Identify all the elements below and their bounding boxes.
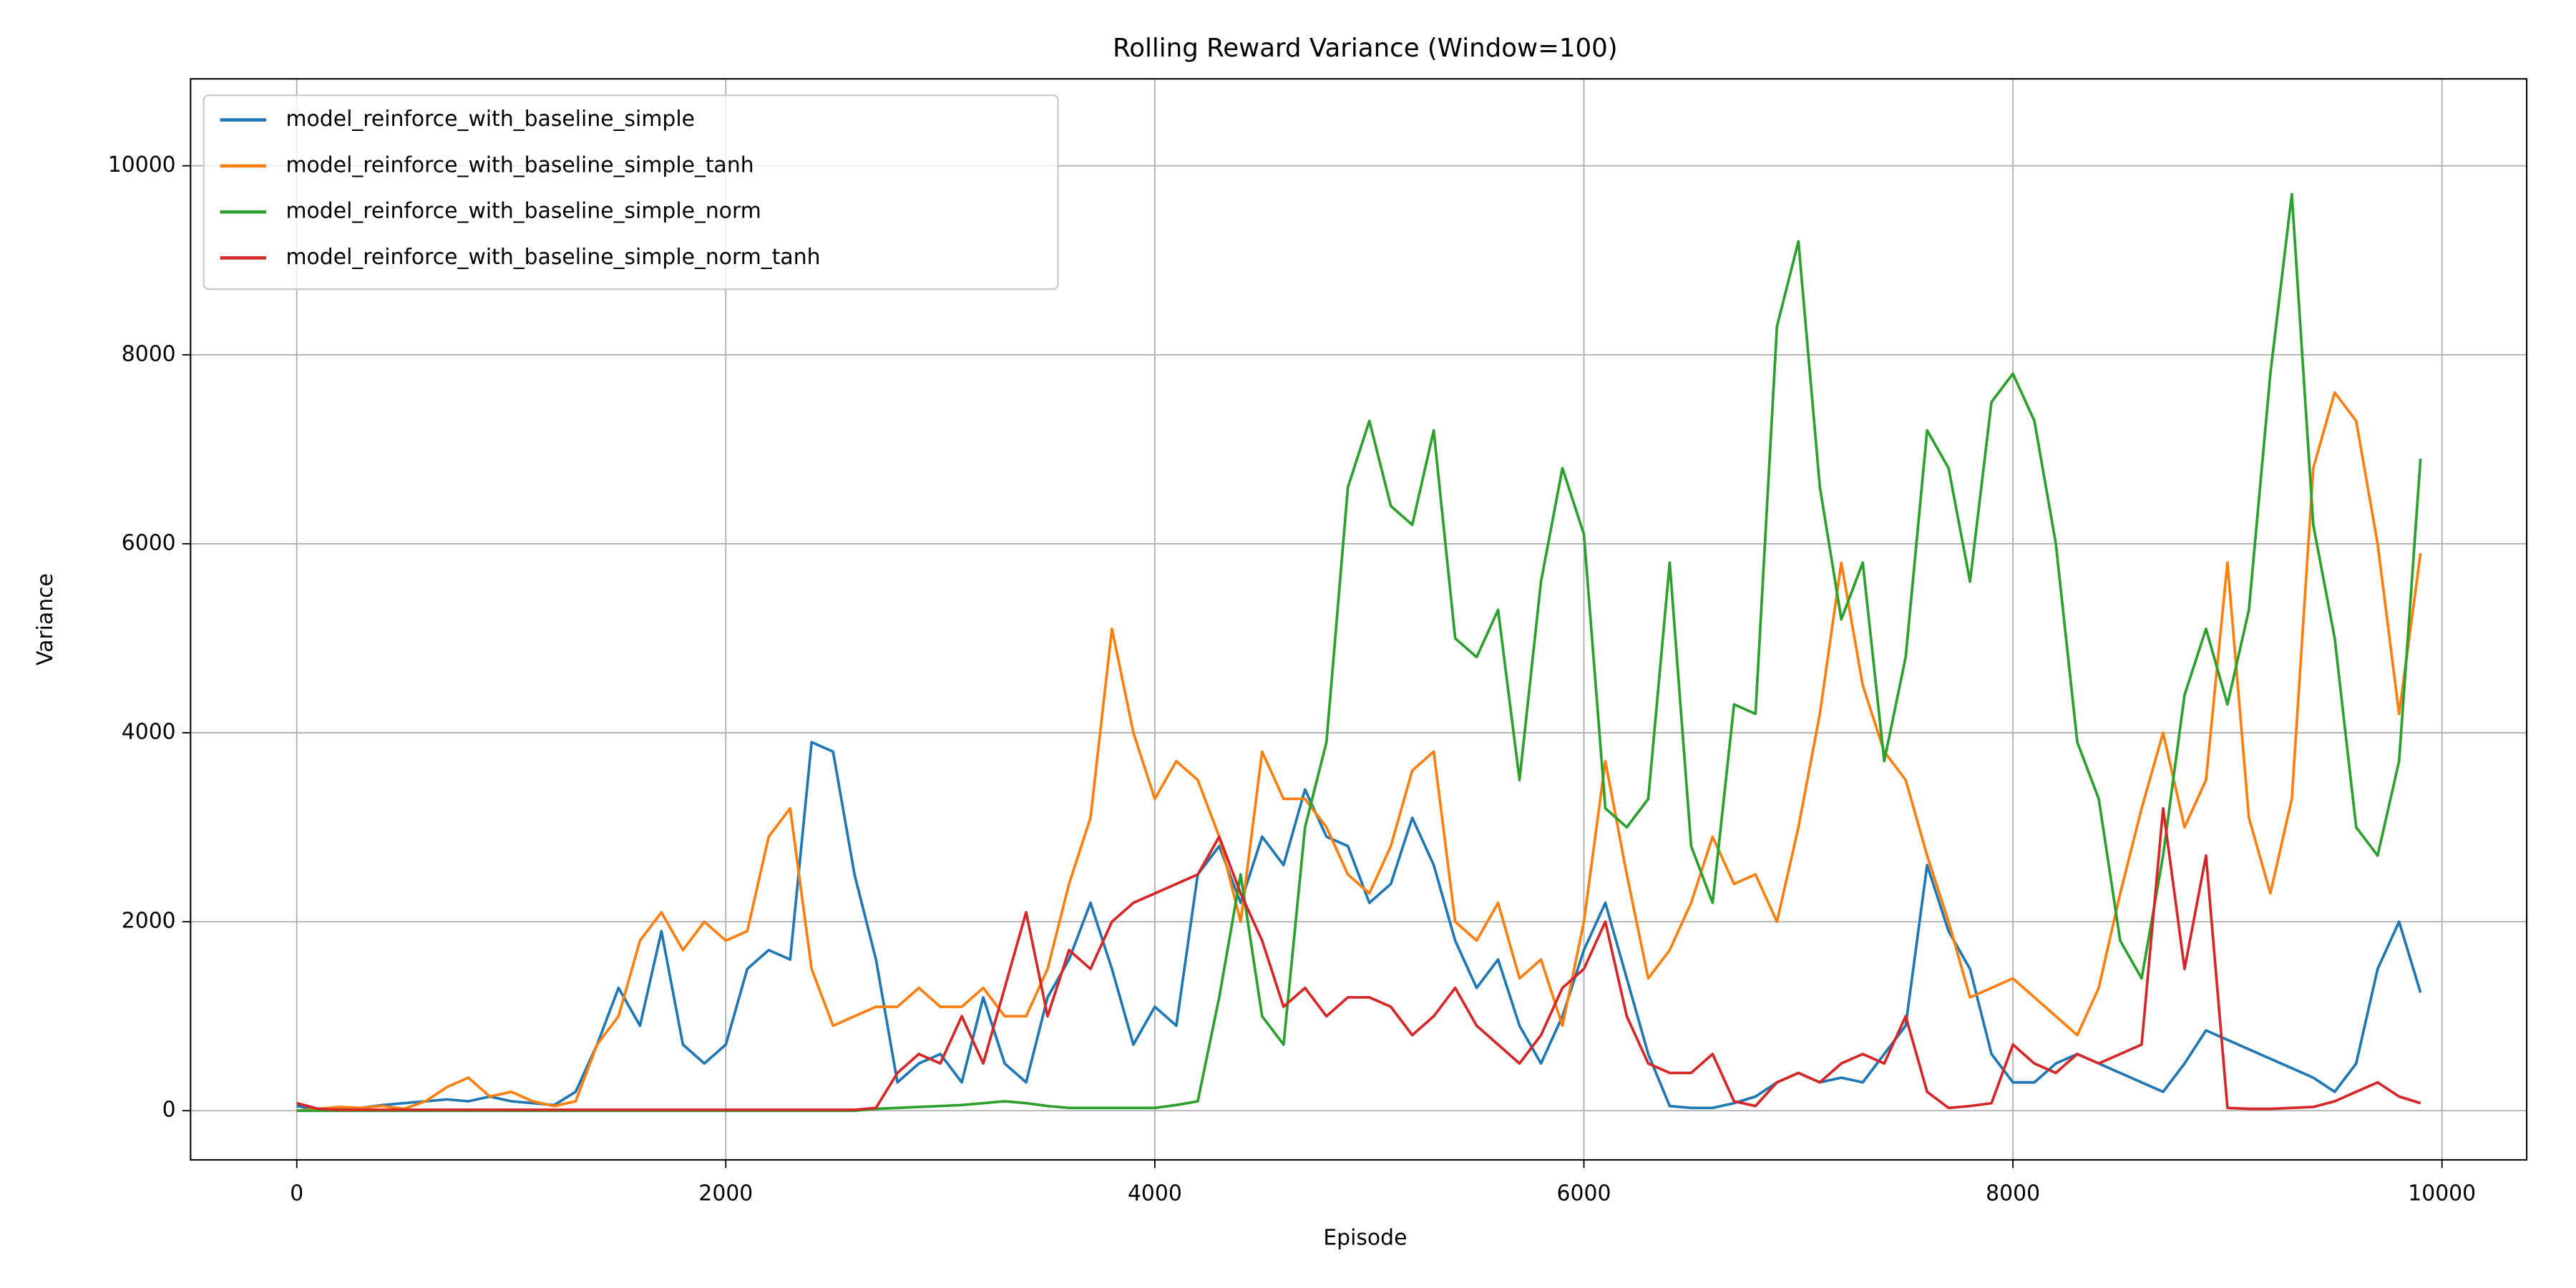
series-line (296, 391, 2422, 1113)
y-tick-label: 2000 (122, 909, 176, 934)
x-tick-label: 2000 (698, 1181, 753, 1206)
x-tick-label: 8000 (1986, 1181, 2040, 1206)
y-axis-label: Variance (33, 573, 58, 665)
x-tick-label: 4000 (1128, 1181, 1182, 1206)
x-axis-label: Episode (1323, 1226, 1407, 1251)
legend-label: model_reinforce_with_baseline_simple (286, 107, 694, 132)
legend: model_reinforce_with_baseline_simplemode… (203, 94, 1059, 291)
x-tick-label: 6000 (1557, 1181, 1611, 1206)
legend-label: model_reinforce_with_baseline_simple_nor… (286, 245, 820, 270)
legend-label: model_reinforce_with_baseline_simple_nor… (286, 199, 761, 224)
plot-frame (190, 78, 2528, 1161)
legend-box (203, 94, 1059, 291)
y-tick-label: 0 (162, 1098, 176, 1123)
y-tick-label: 6000 (122, 530, 176, 555)
y-tick-label: 8000 (122, 341, 176, 366)
x-tick-label: 0 (290, 1181, 303, 1206)
x-tick-label: 10000 (2408, 1181, 2476, 1206)
chart-title: Rolling Reward Variance (Window=100) (1113, 34, 1618, 63)
y-tick-label: 4000 (122, 720, 176, 745)
series-line (296, 741, 2422, 1111)
legend-label: model_reinforce_with_baseline_simple_tan… (286, 152, 753, 177)
y-tick-label: 10000 (108, 152, 176, 177)
series-line (296, 806, 2421, 1111)
